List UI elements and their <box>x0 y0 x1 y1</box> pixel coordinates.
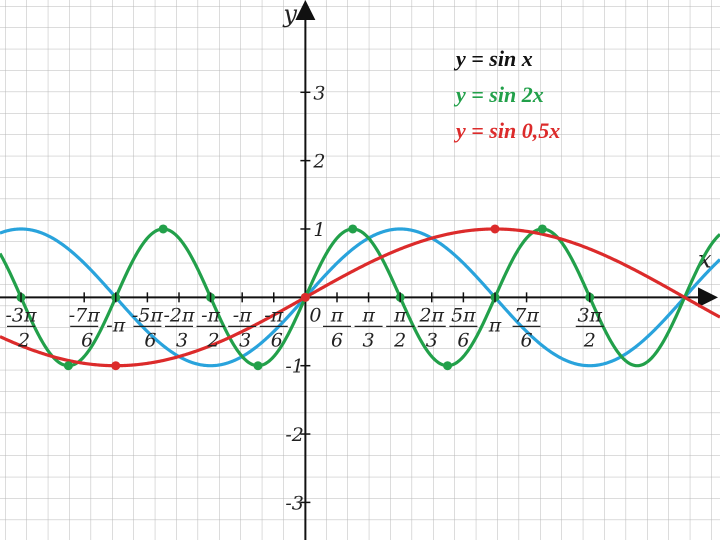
x-tick-denominator: 2 <box>207 329 220 351</box>
x-tick-denominator: 3 <box>176 329 188 351</box>
series-2-point <box>158 224 168 234</box>
y-tick-label: -3 <box>285 492 304 514</box>
x-tick-numerator: -2π <box>164 304 196 326</box>
x-tick-denominator: 2 <box>583 329 596 351</box>
x-tick-numerator: -π <box>201 304 220 326</box>
origin-label: 0 <box>309 304 321 326</box>
x-tick-denominator: 3 <box>239 329 251 351</box>
x-tick-numerator: 5π <box>451 304 476 326</box>
x-tick-numerator: -3π <box>6 304 38 326</box>
x-tick-numerator: π <box>361 304 375 326</box>
series-line-2 <box>0 227 720 368</box>
x-tick-numerator: 2π <box>418 304 444 326</box>
series-2-point <box>537 224 547 234</box>
x-tick-numerator: π <box>393 304 407 326</box>
series-2-point <box>348 224 358 234</box>
x-tick-denominator: 6 <box>144 329 156 351</box>
y-axis-label: y <box>282 0 297 28</box>
x-axis-label: x <box>698 245 712 273</box>
x-tick-numerator: -5π <box>132 304 164 326</box>
series-3-point <box>490 224 500 234</box>
x-tick-denominator: 2 <box>393 329 406 351</box>
series-3-point <box>111 361 121 371</box>
x-tick-numerator: -π <box>264 304 283 326</box>
y-tick-label: 3 <box>313 82 325 104</box>
series-line-1 <box>0 227 720 368</box>
legend-entry-2: y = sin 2x <box>453 82 544 107</box>
x-tick-denominator: 3 <box>363 329 375 351</box>
x-tick-denominator: 2 <box>17 329 30 351</box>
x-tick-denominator: 6 <box>331 329 343 351</box>
x-tick-numerator: -π <box>233 304 252 326</box>
y-tick-label: 1 <box>313 219 325 241</box>
x-tick-numerator: 3π <box>577 304 602 326</box>
legend-entry-3: y = sin 0,5x <box>453 118 560 143</box>
x-tick-label: π <box>488 314 502 336</box>
y-tick-label: -1 <box>285 356 304 378</box>
x-tick-denominator: 6 <box>457 329 469 351</box>
x-tick-denominator: 6 <box>271 329 283 351</box>
y-tick-label: -2 <box>285 424 304 446</box>
legend-entry-1: y = sin x <box>453 46 533 71</box>
series-2-point <box>63 361 73 371</box>
x-tick-numerator: 7π <box>514 304 539 326</box>
x-tick-label: -π <box>106 314 125 336</box>
x-tick-numerator: π <box>330 304 344 326</box>
y-tick-label: 2 <box>312 151 325 173</box>
series-2-point <box>443 361 453 371</box>
x-tick-denominator: 6 <box>521 329 533 351</box>
x-tick-denominator: 3 <box>426 329 438 351</box>
x-tick-numerator: -7π <box>69 304 101 326</box>
x-tick-denominator: 6 <box>81 329 93 351</box>
series-3-point <box>300 292 310 302</box>
series-2-point <box>253 361 263 371</box>
